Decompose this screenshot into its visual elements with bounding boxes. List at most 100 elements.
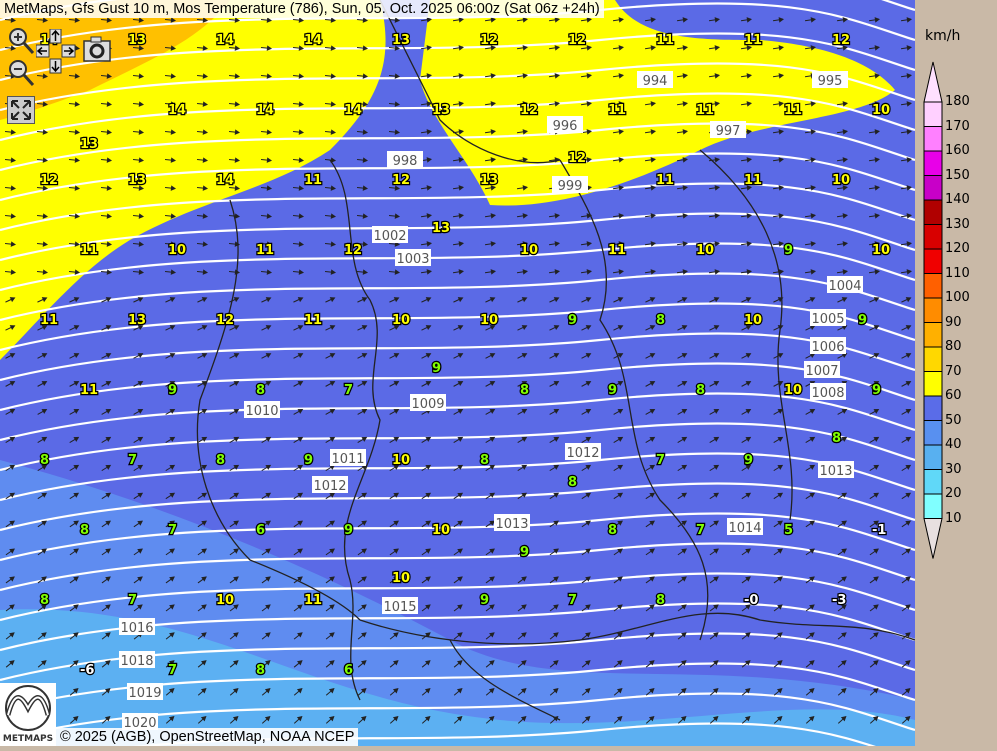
- isobar-line: [0, 242, 915, 292]
- legend-swatch: [923, 395, 943, 421]
- wind-arrows: [4, 17, 912, 724]
- zoom-out-icon[interactable]: [6, 58, 36, 88]
- isobar-line: [0, 152, 915, 202]
- legend-swatch: [923, 248, 943, 274]
- svg-text:1002: 1002: [373, 229, 406, 244]
- isobar-label: 1020: [122, 713, 158, 731]
- legend-label: 170: [945, 118, 970, 134]
- pan-arrows-icon[interactable]: [36, 29, 76, 75]
- border-line: [559, 159, 709, 641]
- temperature-label: 11: [40, 313, 58, 328]
- temperature-label: 10: [392, 453, 410, 468]
- temperature-label: 10: [432, 523, 450, 538]
- isobar-label: 995: [812, 71, 848, 89]
- isobar-line: [0, 572, 915, 622]
- legend-swatch: [923, 322, 943, 348]
- temperature-label: 11: [656, 173, 674, 188]
- temperature-label: 14: [168, 103, 186, 118]
- isobar-line: [0, 512, 915, 562]
- legend-label: 30: [945, 461, 962, 477]
- temperature-label: 8: [256, 663, 265, 678]
- temperature-label: 13: [480, 173, 498, 188]
- temperature-label: 12: [216, 313, 234, 328]
- legend-label: 110: [945, 265, 970, 281]
- temperature-label: 14: [216, 33, 234, 48]
- temperature-label: 13: [80, 137, 98, 152]
- legend-label: 100: [945, 290, 970, 305]
- isobar-label: 1009: [410, 394, 446, 412]
- legend-label: 70: [945, 363, 962, 379]
- isobar-line: [0, 392, 915, 442]
- isobar-line: [0, 32, 915, 82]
- temperature-label: 10: [872, 243, 890, 258]
- isobar-label: 998: [387, 151, 423, 169]
- legend-swatch: [923, 126, 943, 152]
- legend-swatch: [923, 444, 943, 470]
- svg-text:1019: 1019: [128, 686, 161, 701]
- legend-swatch: [923, 493, 943, 519]
- legend-swatch: [923, 150, 943, 176]
- temperature-label: 7: [128, 453, 137, 468]
- map-title: MetMaps, Gfs Gust 10 m, Mos Temperature …: [0, 0, 604, 18]
- zoom-in-icon[interactable]: [6, 26, 36, 56]
- isobar-line: [0, 602, 915, 652]
- legend-swatch: [923, 420, 943, 446]
- temperature-label: 14: [216, 173, 234, 188]
- legend-label: 50: [945, 412, 962, 428]
- temperature-label: 9: [168, 383, 177, 398]
- isobar-label: 994: [637, 71, 673, 89]
- camera-icon[interactable]: [83, 35, 111, 63]
- border-line: [359, 612, 915, 645]
- temperature-label: 11: [744, 33, 762, 48]
- temperature-label: 8: [656, 313, 665, 328]
- temperature-label: 11: [608, 243, 626, 258]
- svg-text:1012: 1012: [566, 446, 599, 461]
- legend-swatch: [923, 199, 943, 225]
- copyright-notice: © 2025 (AGB), OpenStreetMap, NOAA NCEP: [56, 728, 359, 746]
- temperature-label: 11: [744, 173, 762, 188]
- isobar-label: 1012: [312, 476, 348, 494]
- temperature-label: 12: [40, 173, 58, 188]
- temperature-label: 8: [568, 475, 577, 490]
- temperature-label: 11: [304, 313, 322, 328]
- temperature-label: 8: [80, 523, 89, 538]
- isobar-label: 1012: [565, 443, 601, 461]
- fullscreen-icon[interactable]: [7, 96, 35, 124]
- svg-text:1014: 1014: [728, 521, 761, 536]
- temperature-label: 13: [128, 33, 146, 48]
- temperature-label: 9: [344, 523, 353, 538]
- legend-label: 40: [945, 437, 962, 452]
- temperature-label: 10: [744, 313, 762, 328]
- isobar-label: 1004: [827, 276, 863, 294]
- temperature-label: 12: [832, 33, 850, 48]
- temperature-label: -0: [744, 593, 758, 608]
- temperature-label: 12: [392, 173, 410, 188]
- svg-text:1015: 1015: [383, 600, 416, 615]
- temperature-label: 14: [344, 103, 362, 118]
- temperature-label: 13: [128, 313, 146, 328]
- svg-text:994: 994: [643, 74, 668, 89]
- temperature-label: 9: [608, 383, 617, 398]
- temperature-label: 10: [216, 593, 234, 608]
- svg-text:1008: 1008: [811, 386, 844, 401]
- temperature-label: 7: [168, 523, 177, 538]
- isobar-line: [0, 632, 915, 682]
- temperature-label: 9: [872, 383, 881, 398]
- temperature-label: 7: [656, 453, 665, 468]
- isobar-line: [0, 212, 915, 262]
- legend-label: 60: [945, 388, 962, 403]
- svg-text:996: 996: [553, 119, 578, 134]
- temperature-label: 5: [784, 523, 793, 538]
- temperature-label: 9: [432, 361, 441, 376]
- legend-top-arrow: [923, 61, 943, 103]
- temperature-label: 13: [392, 33, 410, 48]
- temperature-label: 9: [744, 453, 753, 468]
- svg-text:1018: 1018: [120, 654, 153, 669]
- svg-text:1009: 1009: [411, 397, 444, 412]
- temperature-label: 9: [784, 243, 793, 258]
- legend-unit: km/h: [925, 28, 961, 44]
- isobar-label: 1005: [810, 309, 846, 327]
- temperature-label: 8: [832, 431, 841, 446]
- svg-text:1005: 1005: [811, 312, 844, 327]
